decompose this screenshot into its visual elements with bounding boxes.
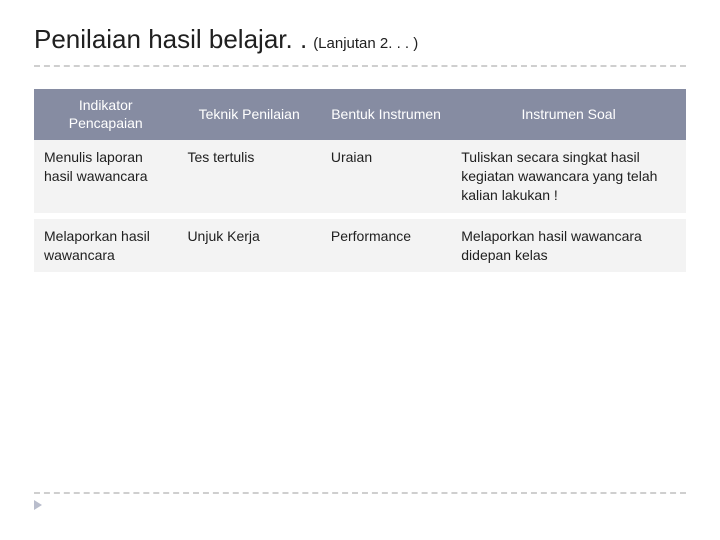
col-header-soal: Instrumen Soal	[451, 89, 686, 140]
cell-indikator: Melaporkan hasil wawancara	[34, 219, 177, 273]
cell-teknik: Tes tertulis	[177, 140, 320, 213]
cell-soal: Melaporkan hasil wawancara didepan kelas	[451, 219, 686, 273]
footer-divider	[34, 492, 686, 510]
slide: Penilaian hasil belajar. . (Lanjutan 2. …	[0, 0, 720, 540]
table-row: Menulis laporan hasil wawancara Tes tert…	[34, 140, 686, 213]
col-header-indikator: Indikator Pencapaian	[34, 89, 177, 140]
table-header-row: Indikator Pencapaian Teknik Penilaian Be…	[34, 89, 686, 140]
col-header-teknik: Teknik Penilaian	[177, 89, 320, 140]
title-row: Penilaian hasil belajar. . (Lanjutan 2. …	[34, 24, 686, 67]
cell-soal: Tuliskan secara singkat hasil kegiatan w…	[451, 140, 686, 213]
cell-indikator: Menulis laporan hasil wawancara	[34, 140, 177, 213]
page-subtitle: (Lanjutan 2. . . )	[313, 35, 418, 52]
cell-bentuk: Uraian	[321, 140, 451, 213]
assessment-table: Indikator Pencapaian Teknik Penilaian Be…	[34, 89, 686, 272]
page-title: Penilaian hasil belajar. .	[34, 24, 307, 55]
cell-bentuk: Performance	[321, 219, 451, 273]
cell-teknik: Unjuk Kerja	[177, 219, 320, 273]
col-header-bentuk: Bentuk Instrumen	[321, 89, 451, 140]
footer-arrow-icon	[34, 500, 42, 510]
table-row: Melaporkan hasil wawancara Unjuk Kerja P…	[34, 219, 686, 273]
